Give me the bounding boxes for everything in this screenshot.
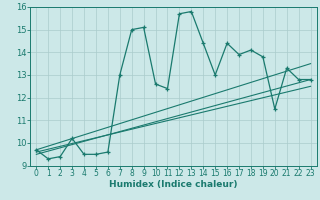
X-axis label: Humidex (Indice chaleur): Humidex (Indice chaleur) [109, 180, 238, 189]
